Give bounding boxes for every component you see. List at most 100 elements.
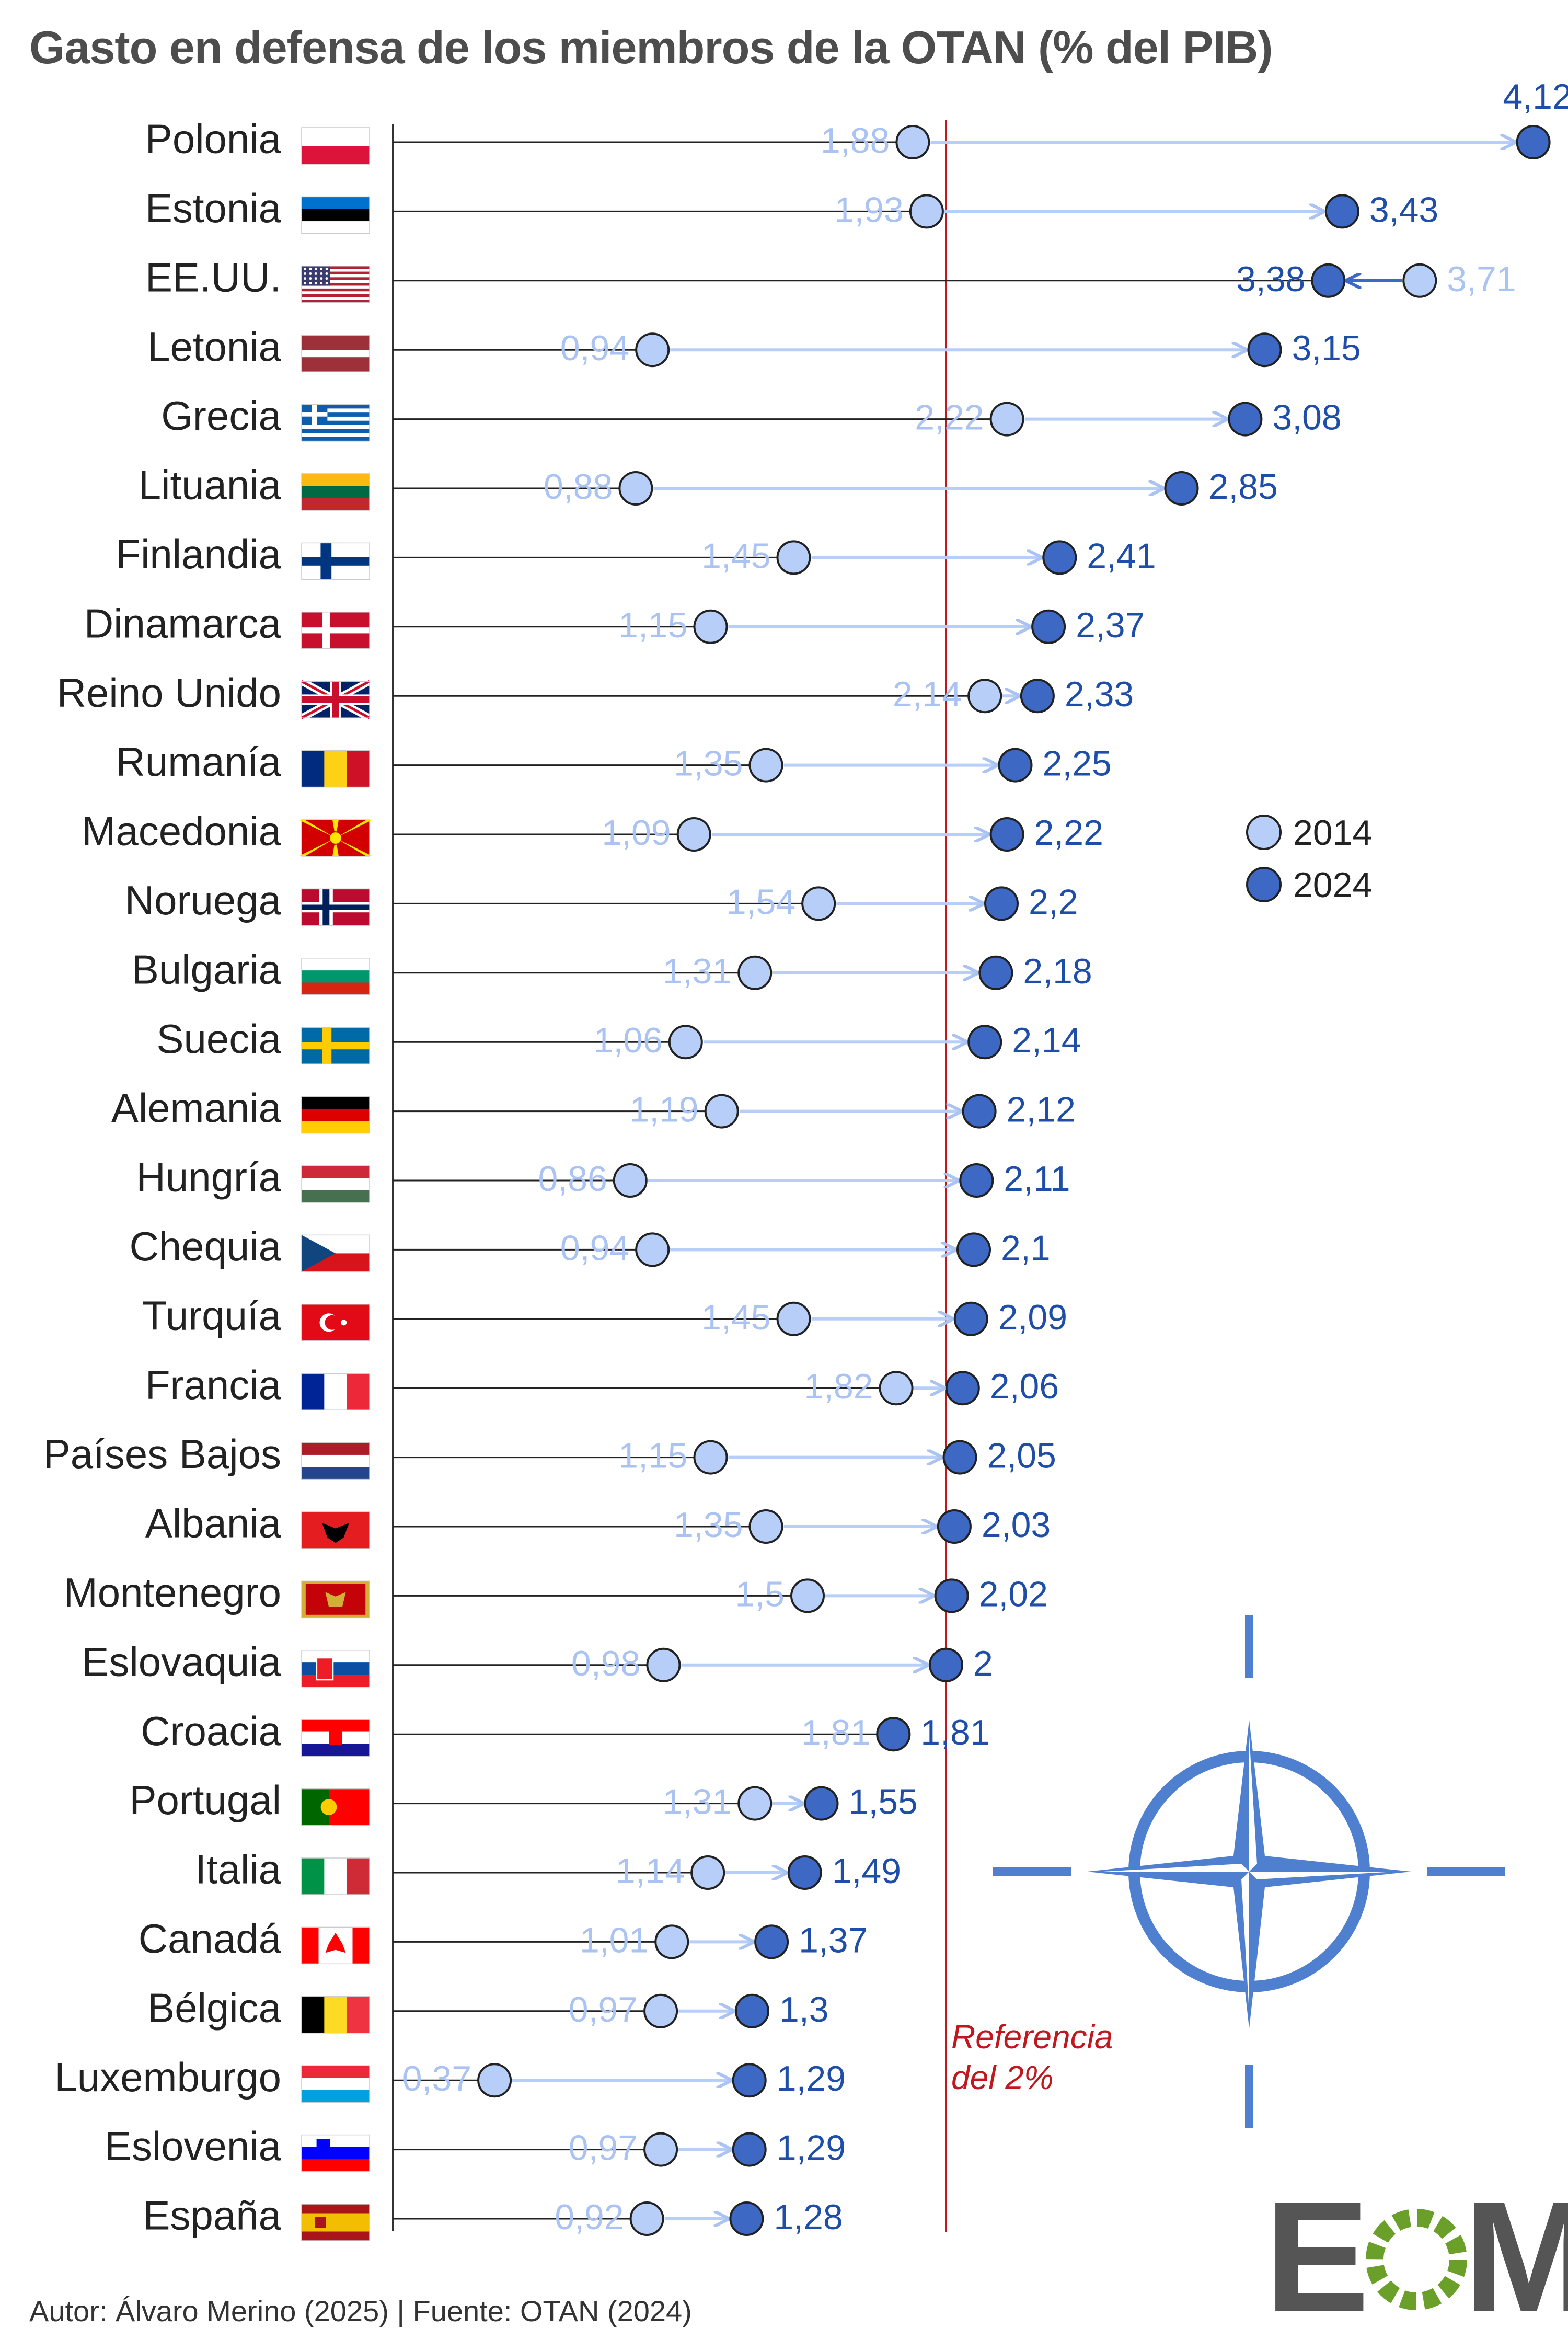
flag-stripe — [302, 128, 370, 146]
flag-stripe — [302, 297, 370, 300]
value-label-2024: 3,08 — [1272, 398, 1341, 438]
flag-stripe — [302, 474, 370, 486]
value-label-2024: 1,55 — [849, 1782, 918, 1822]
reference-label-line1: Referencia — [951, 2018, 1113, 2056]
flag-icon — [301, 1373, 370, 1410]
flag-triangle — [302, 1235, 336, 1272]
flag-border — [301, 819, 370, 857]
chart-row: Hungría 0,86 2,11 — [136, 1154, 1070, 1203]
flag-emblem — [316, 1657, 334, 1681]
legend-marker-2014 — [1246, 815, 1282, 850]
flag-stripe — [324, 750, 348, 787]
value-label-2014: 1,5 — [735, 1574, 785, 1614]
star-icon — [325, 277, 328, 280]
flag-stripe — [302, 266, 370, 269]
country-label: Alemania — [111, 1085, 282, 1131]
flag-stripe — [302, 498, 370, 511]
flag-stripe — [302, 1650, 370, 1663]
value-label-2024: 2,03 — [982, 1505, 1051, 1545]
chart-row: Turquía 1,45 2,09 — [142, 1292, 1067, 1341]
point-2024 — [787, 1855, 822, 1890]
chart-rows: Polonia 1,88 4,12 Estonia 1,93 3,43 EE.UU. 3,71… — [43, 77, 1568, 2241]
flag-stripe — [302, 404, 370, 409]
point-2024 — [1042, 540, 1077, 575]
point-2014 — [790, 1578, 825, 1613]
chart-row: Portugal 1,31 1,55 — [129, 1777, 918, 1826]
sun-icon — [329, 831, 342, 845]
country-label: Eslovaquia — [82, 1638, 281, 1684]
flag-stripe — [302, 2090, 370, 2103]
flag-border — [301, 1373, 370, 1410]
eom-logo: E M — [1265, 2169, 1568, 2325]
chart-row: Estonia 1,93 3,43 — [145, 185, 1438, 234]
point-2014 — [776, 1301, 811, 1336]
flag-stripe — [302, 1675, 370, 1688]
legend-label-2024: 2024 — [1293, 865, 1372, 905]
flag-stripe — [302, 433, 370, 438]
country-label: Canadá — [139, 1916, 282, 1962]
logo-letter-m: M — [1463, 2169, 1568, 2325]
country-label: Italia — [195, 1847, 281, 1893]
flag-icon — [301, 1580, 370, 1619]
flag-stripe — [302, 1442, 370, 1455]
nato-star-inner-light — [1249, 1736, 1257, 1872]
value-label-2014: 1,15 — [618, 1436, 687, 1476]
country-label: Polonia — [145, 116, 282, 162]
point-2024 — [1516, 125, 1551, 159]
value-label-2024: 2,33 — [1065, 674, 1134, 714]
country-label: Reino Unido — [57, 670, 281, 716]
point-2024 — [804, 1786, 839, 1821]
star-icon — [314, 272, 317, 275]
value-label-2024: 1,49 — [832, 1851, 901, 1891]
flag-stripe — [302, 750, 325, 787]
point-2024 — [1020, 679, 1055, 714]
reference-label-line2: del 2% — [951, 2059, 1054, 2096]
flag-icon — [301, 1926, 370, 1965]
value-label-2024: 2,06 — [990, 1367, 1059, 1406]
value-label-2014: 0,92 — [555, 2197, 624, 2237]
crescent-icon — [325, 1315, 340, 1330]
flag-stripe — [302, 280, 370, 283]
chart-row: Grecia 2,22 3,08 — [161, 393, 1342, 442]
flag-icon — [301, 1857, 370, 1895]
chart-row: Dinamarca 1,15 2,37 — [84, 600, 1145, 649]
chart-row: EE.UU. 3,71 3,38 — [145, 254, 1516, 303]
country-label: Turquía — [142, 1292, 282, 1338]
flag-stripe — [302, 291, 370, 295]
point-2014 — [801, 886, 836, 921]
flag-border — [301, 2134, 370, 2172]
star-icon — [320, 272, 323, 275]
chart-row: Alemania 1,19 2,12 — [111, 1085, 1076, 1134]
flag-stripe — [302, 1744, 370, 1757]
nato-star-inner-light — [1249, 1872, 1396, 1879]
flag-stripe — [302, 1858, 325, 1895]
sun-ray — [298, 838, 336, 856]
point-2024 — [735, 1993, 769, 2028]
point-2014 — [693, 1440, 728, 1475]
flag-stripe — [302, 627, 370, 634]
flag-stripe — [302, 696, 370, 703]
chart-row: Chequia 0,94 2,1 — [129, 1223, 1051, 1272]
point-2024 — [962, 1094, 997, 1129]
flag-border — [301, 266, 370, 303]
flag-stripe — [302, 958, 370, 971]
flag-icon — [301, 1234, 370, 1272]
value-label-2014: 1,35 — [674, 744, 743, 784]
point-2024 — [1247, 332, 1282, 368]
sun-ray — [336, 820, 373, 838]
country-label: Rumanía — [116, 739, 282, 785]
flag-stripe — [302, 557, 370, 566]
value-label-2024: 2 — [973, 1644, 993, 1683]
flag-border — [301, 681, 370, 718]
flag-border — [301, 750, 370, 788]
chart-row: Croacia 1,81 1,81 — [141, 1708, 990, 1757]
flag-stripe — [302, 429, 370, 433]
flag-border — [301, 1096, 370, 1134]
flag-stripe — [302, 1121, 370, 1134]
flag-border — [301, 958, 370, 995]
nato-emblem — [993, 1615, 1505, 2128]
flag-stripe — [302, 970, 370, 983]
country-label: Finlandia — [116, 531, 281, 577]
flag-stripe — [347, 1858, 370, 1895]
value-label-2014: 1,14 — [616, 1851, 685, 1891]
